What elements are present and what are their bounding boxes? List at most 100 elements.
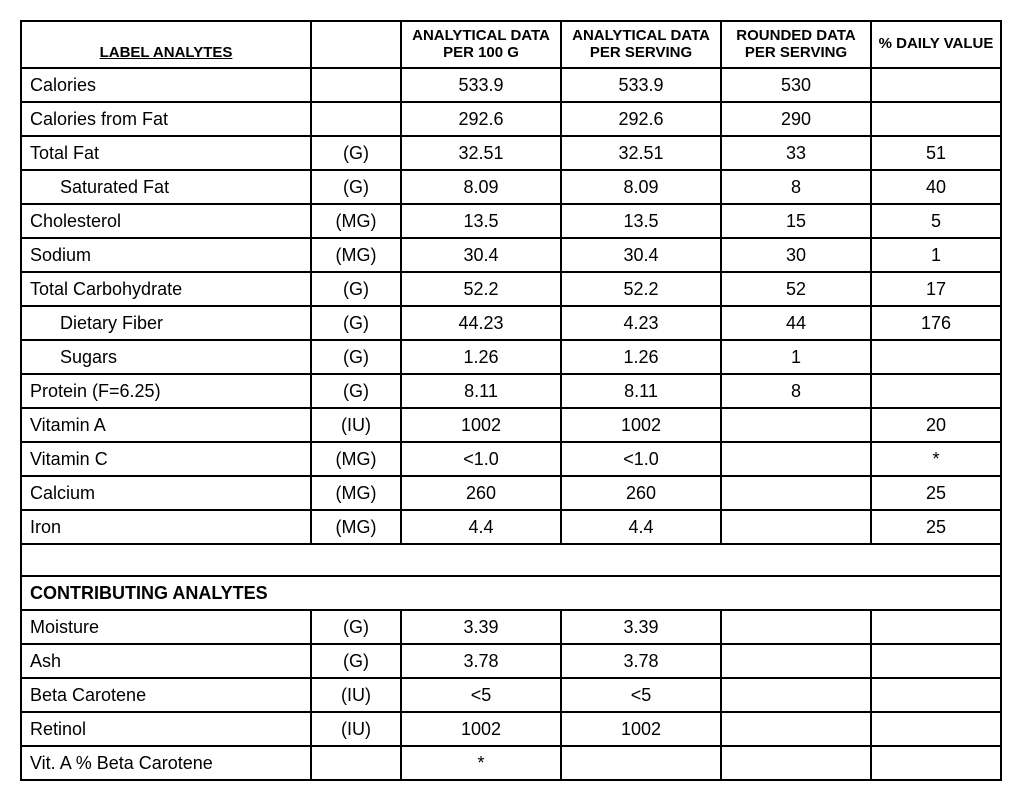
cell-unit: (IU) xyxy=(311,712,401,746)
cell-rounded: 290 xyxy=(721,102,871,136)
cell-unit: (IU) xyxy=(311,408,401,442)
cell-daily xyxy=(871,644,1001,678)
table-row: Calcium(MG)26026025 xyxy=(21,476,1001,510)
cell-daily: 25 xyxy=(871,476,1001,510)
cell-unit: (MG) xyxy=(311,238,401,272)
cell-unit: (IU) xyxy=(311,678,401,712)
cell-daily: 25 xyxy=(871,510,1001,544)
cell-per-serving: <1.0 xyxy=(561,442,721,476)
cell-per-serving: 1002 xyxy=(561,408,721,442)
col-unit xyxy=(311,21,401,68)
cell-per-serving: 13.5 xyxy=(561,204,721,238)
table-row: Iron(MG)4.44.425 xyxy=(21,510,1001,544)
cell-daily xyxy=(871,68,1001,102)
cell-per100g: 1002 xyxy=(401,408,561,442)
cell-per100g: 32.51 xyxy=(401,136,561,170)
cell-rounded xyxy=(721,746,871,780)
cell-name: Cholesterol xyxy=(21,204,311,238)
cell-unit: (G) xyxy=(311,644,401,678)
cell-name: Calcium xyxy=(21,476,311,510)
cell-name: Total Fat xyxy=(21,136,311,170)
cell-rounded: 530 xyxy=(721,68,871,102)
table-row: Retinol(IU)10021002 xyxy=(21,712,1001,746)
cell-per-serving: 292.6 xyxy=(561,102,721,136)
table-row: Vitamin A(IU)1002100220 xyxy=(21,408,1001,442)
cell-per100g: 3.78 xyxy=(401,644,561,678)
cell-per100g: 30.4 xyxy=(401,238,561,272)
table-row: Vit. A % Beta Carotene * xyxy=(21,746,1001,780)
cell-per-serving xyxy=(561,746,721,780)
cell-per100g: 260 xyxy=(401,476,561,510)
cell-name: Protein (F=6.25) xyxy=(21,374,311,408)
table-row: Saturated Fat(G)8.098.09840 xyxy=(21,170,1001,204)
table-row: Sugars(G)1.261.261 xyxy=(21,340,1001,374)
cell-rounded: 44 xyxy=(721,306,871,340)
cell-rounded: 15 xyxy=(721,204,871,238)
cell-per100g: <5 xyxy=(401,678,561,712)
cell-per-serving: 533.9 xyxy=(561,68,721,102)
table-row: Total Fat(G)32.5132.513351 xyxy=(21,136,1001,170)
cell-rounded xyxy=(721,476,871,510)
cell-unit xyxy=(311,102,401,136)
cell-unit: (MG) xyxy=(311,442,401,476)
cell-daily: 20 xyxy=(871,408,1001,442)
cell-unit: (MG) xyxy=(311,476,401,510)
cell-rounded xyxy=(721,644,871,678)
cell-per-serving: 1002 xyxy=(561,712,721,746)
cell-per-serving: 52.2 xyxy=(561,272,721,306)
cell-rounded xyxy=(721,510,871,544)
table-row: Sodium(MG)30.430.4301 xyxy=(21,238,1001,272)
cell-unit xyxy=(311,746,401,780)
cell-name: Iron xyxy=(21,510,311,544)
table-row: Moisture(G)3.393.39 xyxy=(21,610,1001,644)
cell-name: Calories from Fat xyxy=(21,102,311,136)
cell-daily xyxy=(871,102,1001,136)
cell-rounded: 33 xyxy=(721,136,871,170)
cell-name: Total Carbohydrate xyxy=(21,272,311,306)
cell-per100g: * xyxy=(401,746,561,780)
cell-daily: 5 xyxy=(871,204,1001,238)
cell-name: Saturated Fat xyxy=(21,170,311,204)
cell-unit: (MG) xyxy=(311,204,401,238)
cell-rounded xyxy=(721,408,871,442)
cell-per-serving: 3.39 xyxy=(561,610,721,644)
cell-daily xyxy=(871,746,1001,780)
cell-name: Vitamin A xyxy=(21,408,311,442)
cell-per-serving: 32.51 xyxy=(561,136,721,170)
cell-name: Sodium xyxy=(21,238,311,272)
cell-rounded xyxy=(721,678,871,712)
cell-rounded xyxy=(721,712,871,746)
cell-daily xyxy=(871,374,1001,408)
cell-per100g: 1002 xyxy=(401,712,561,746)
cell-per100g: <1.0 xyxy=(401,442,561,476)
table-body: Calories533.9533.9530Calories from Fat29… xyxy=(21,68,1001,780)
cell-daily: 40 xyxy=(871,170,1001,204)
cell-rounded xyxy=(721,442,871,476)
cell-name: Beta Carotene xyxy=(21,678,311,712)
cell-daily xyxy=(871,678,1001,712)
cell-per100g: 44.23 xyxy=(401,306,561,340)
cell-unit: (G) xyxy=(311,272,401,306)
cell-unit: (G) xyxy=(311,374,401,408)
cell-daily xyxy=(871,610,1001,644)
cell-daily xyxy=(871,340,1001,374)
table-row: Calories from Fat292.6292.6290 xyxy=(21,102,1001,136)
table-row: Beta Carotene(IU)<5<5 xyxy=(21,678,1001,712)
cell-unit xyxy=(311,68,401,102)
header-row: LABEL ANALYTES ANALYTICAL DATA PER 100 G… xyxy=(21,21,1001,68)
cell-name: Moisture xyxy=(21,610,311,644)
spacer-cell xyxy=(21,544,1001,576)
cell-rounded xyxy=(721,610,871,644)
cell-rounded: 8 xyxy=(721,170,871,204)
cell-daily: 1 xyxy=(871,238,1001,272)
cell-name: Ash xyxy=(21,644,311,678)
cell-per-serving: 1.26 xyxy=(561,340,721,374)
cell-rounded: 8 xyxy=(721,374,871,408)
cell-name: Vit. A % Beta Carotene xyxy=(21,746,311,780)
contributing-header-row: CONTRIBUTING ANALYTES xyxy=(21,576,1001,610)
col-per100g: ANALYTICAL DATA PER 100 G xyxy=(401,21,561,68)
table-row: Ash(G)3.783.78 xyxy=(21,644,1001,678)
cell-rounded: 1 xyxy=(721,340,871,374)
col-rounded: ROUNDED DATA PER SERVING xyxy=(721,21,871,68)
col-per-serving: ANALYTICAL DATA PER SERVING xyxy=(561,21,721,68)
